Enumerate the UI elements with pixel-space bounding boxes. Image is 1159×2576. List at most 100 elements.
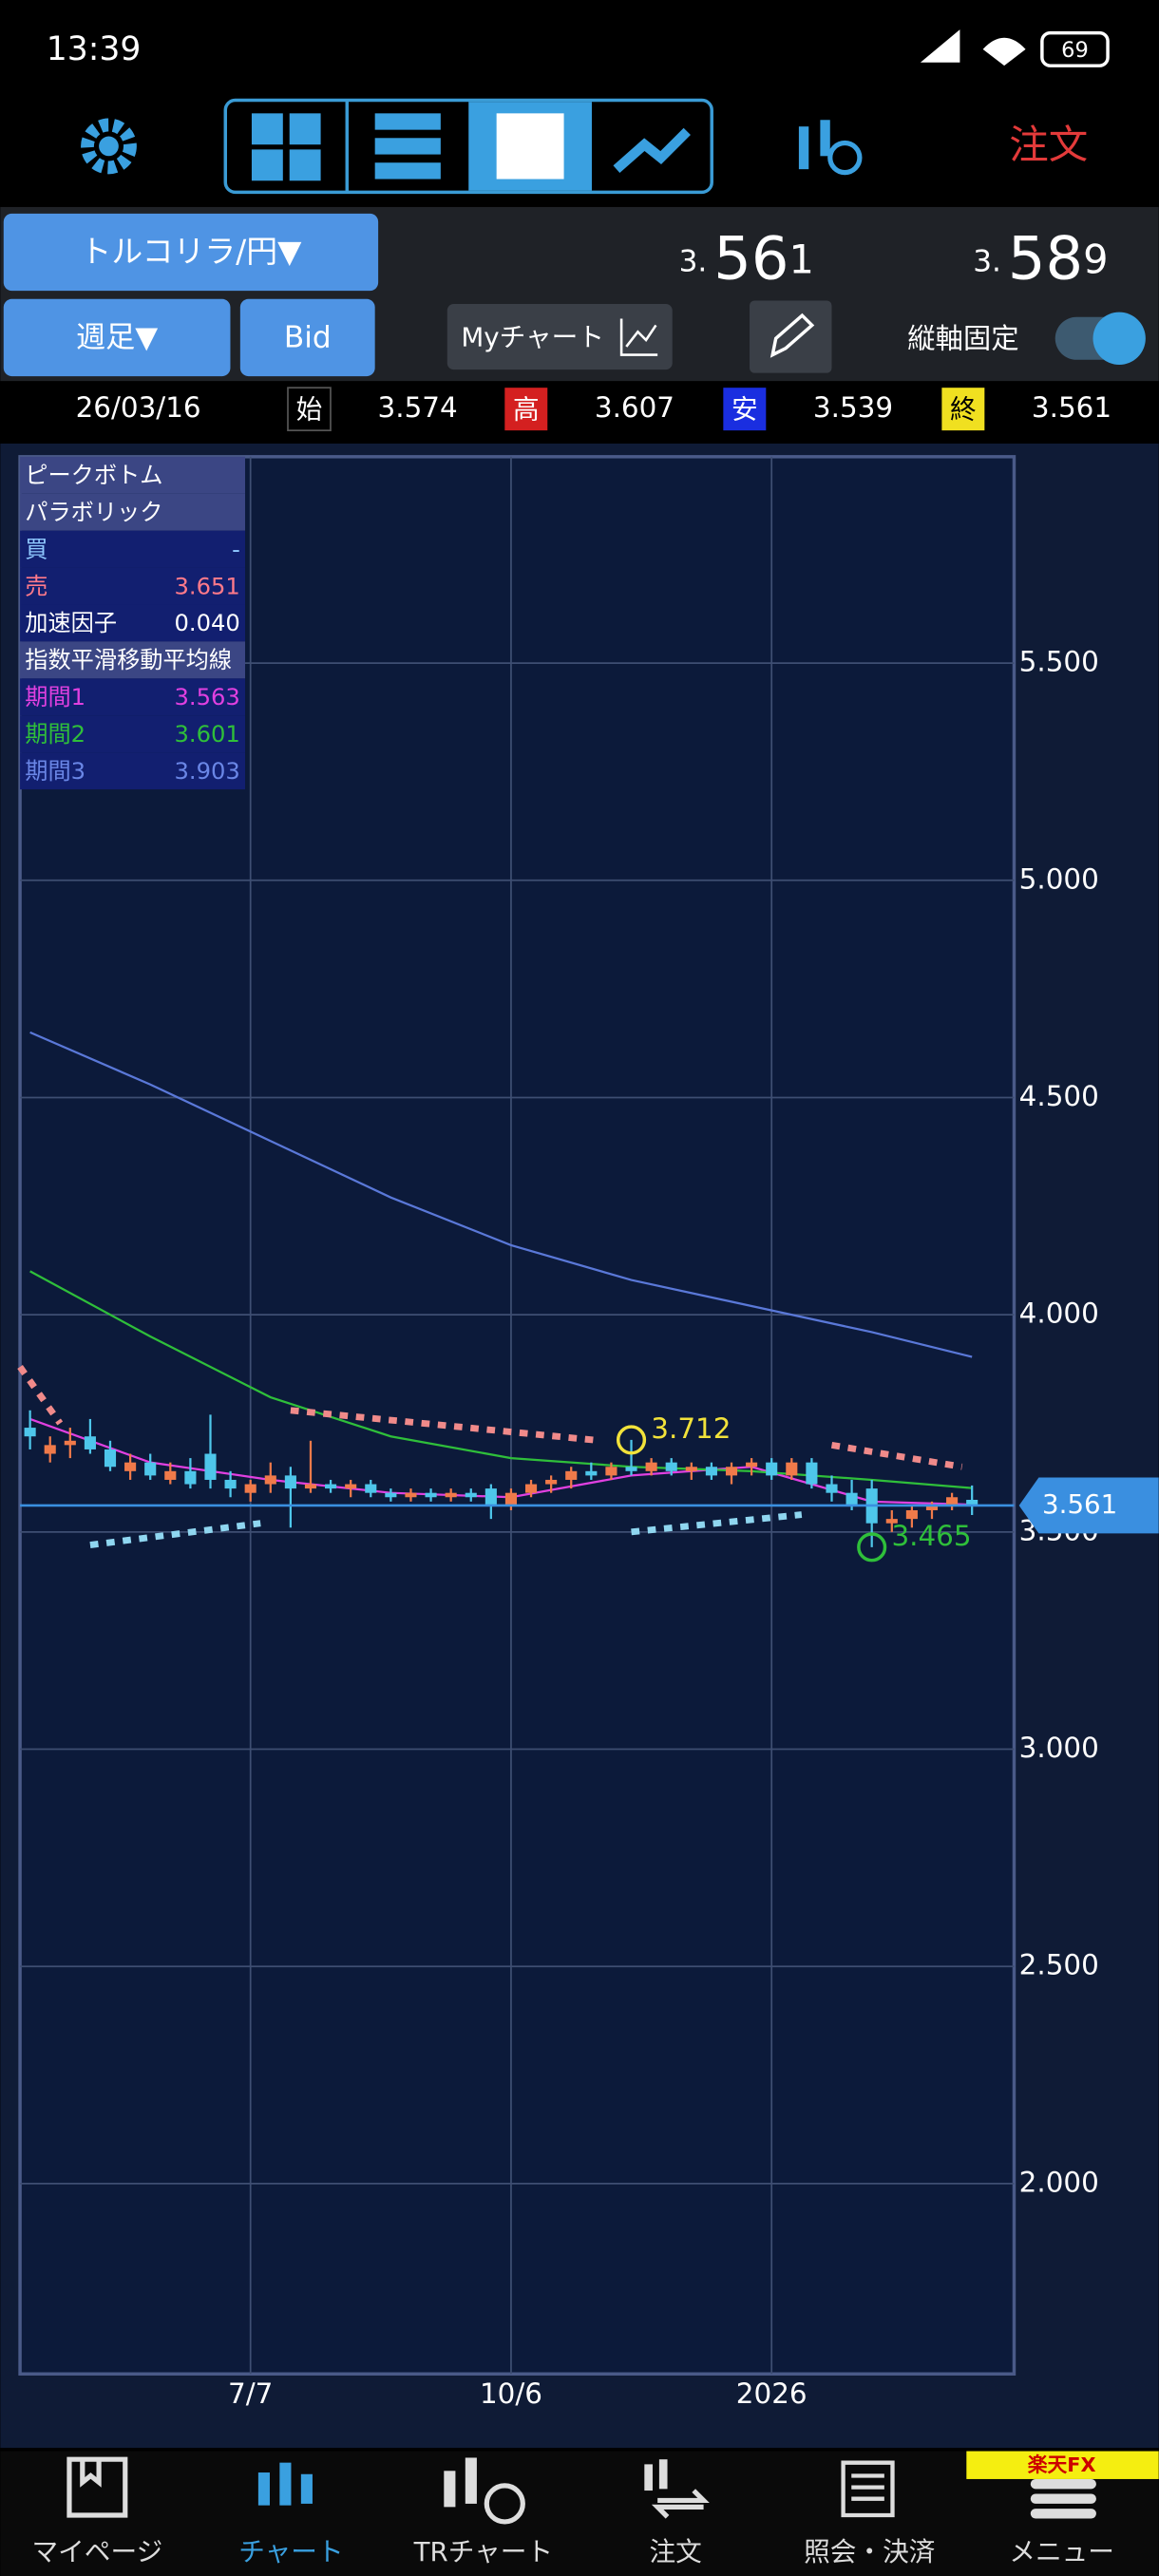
annotation-marker	[616, 1425, 647, 1455]
draw-icon	[770, 313, 815, 358]
candle-body	[405, 1492, 417, 1498]
brand-badge: 楽天FX	[1028, 2453, 1096, 2476]
add-chart-button[interactable]	[798, 120, 863, 176]
panel-value: 0.040	[175, 610, 240, 636]
ema-line	[29, 1031, 973, 1358]
battery-icon	[1040, 30, 1110, 67]
view-list[interactable]	[374, 113, 441, 180]
candle-body	[786, 1462, 798, 1476]
x-tick-label: 10/6	[480, 2377, 542, 2410]
candle-body	[645, 1462, 657, 1471]
sar-line	[830, 1441, 963, 1470]
candle-body	[304, 1484, 317, 1489]
panel-row	[20, 604, 246, 642]
candle-body	[284, 1475, 296, 1489]
candle-body	[685, 1467, 697, 1471]
candle-body	[826, 1484, 838, 1493]
candle-body	[144, 1462, 157, 1476]
badge-bg	[966, 2451, 1159, 2479]
nav-item[interactable]: マイページ	[31, 2536, 162, 2567]
tr-chart-icon	[444, 2457, 525, 2525]
close-value: 3.561	[1032, 391, 1112, 424]
nav-item[interactable]: TRチャート	[413, 2536, 553, 2567]
annotation-label: 3.465	[891, 1520, 971, 1552]
candle-body	[244, 1484, 256, 1493]
nav-item[interactable]: メニュー	[1009, 2536, 1114, 2567]
panel-label: 期間3	[25, 758, 86, 785]
candle-body	[345, 1484, 357, 1489]
candle-body	[124, 1462, 137, 1471]
candle-body	[605, 1467, 618, 1476]
candle-body	[385, 1492, 397, 1498]
candle-body	[585, 1470, 598, 1476]
panel-row	[20, 715, 246, 753]
candle-body	[565, 1470, 578, 1480]
low-badge	[723, 388, 767, 431]
my-chart: Myチャート	[461, 321, 604, 352]
candle-body	[484, 1488, 497, 1506]
candle-body	[164, 1470, 177, 1480]
panel-label: ピークボトム	[25, 463, 162, 489]
y-tick-label: 2.500	[1019, 1949, 1099, 1981]
view-trend[interactable]	[613, 127, 691, 174]
period-button[interactable]	[3, 298, 231, 377]
axis-lock-label: 縦軸固定	[907, 323, 1019, 355]
symbol-button[interactable]	[3, 213, 379, 292]
bid-price: 3. 561	[679, 224, 814, 294]
high-value: 3.607	[595, 391, 674, 424]
open-badge	[287, 387, 332, 432]
panel-row	[20, 530, 246, 568]
panel-row	[20, 493, 246, 531]
candle-body	[766, 1462, 778, 1476]
sar-line	[17, 1365, 64, 1426]
close-badge	[941, 388, 985, 431]
candle-body	[665, 1462, 677, 1471]
candle-body	[204, 1453, 217, 1480]
bottom-nav	[0, 2451, 1159, 2576]
candle-body	[24, 1428, 36, 1437]
candle-body	[104, 1449, 117, 1468]
my-chart-button[interactable]	[446, 303, 673, 370]
panel-value: 3.903	[175, 758, 240, 785]
settings-button[interactable]	[81, 118, 137, 175]
ask-price: 3. 589	[973, 224, 1108, 294]
candle-body	[445, 1492, 457, 1498]
order-icon	[644, 2459, 710, 2519]
sar-line	[631, 1511, 803, 1536]
candle-body	[966, 1500, 978, 1506]
candle-body	[625, 1467, 637, 1471]
nav-item[interactable]: 照会・決済	[804, 2536, 935, 2567]
bid-main: 56	[713, 224, 788, 294]
low-value: 3.539	[813, 391, 893, 424]
x-tick-label: 2026	[736, 2377, 808, 2410]
y-tick-label: 4.000	[1019, 1297, 1099, 1330]
order-button[interactable]: 注文	[1009, 122, 1088, 168]
view-grid[interactable]	[251, 113, 321, 181]
battery-level: 69	[1061, 38, 1089, 63]
panel-value: 3.651	[175, 573, 240, 599]
open-label: 始	[296, 393, 323, 425]
candle-body	[545, 1479, 558, 1485]
ask-last: 9	[1083, 237, 1108, 283]
draw-button[interactable]	[750, 300, 832, 373]
candle-body	[885, 1519, 898, 1524]
panel-label: 加速因子	[25, 610, 117, 636]
candle-body	[925, 1506, 939, 1510]
sar-line	[89, 1520, 261, 1549]
last-price-tag	[1018, 1477, 1159, 1534]
settings-icon	[99, 136, 119, 157]
side-button[interactable]	[239, 298, 375, 377]
candle-body	[84, 1436, 96, 1449]
nav-item[interactable]: 注文	[650, 2536, 702, 2567]
panel-row	[20, 678, 246, 716]
y-tick-label: 2.000	[1019, 2166, 1099, 2198]
period: 週足▼	[76, 320, 158, 354]
y-tick-label: 5.500	[1019, 646, 1099, 678]
toggle-knob	[1092, 312, 1146, 365]
panel-label: パラボリック	[25, 499, 162, 525]
nav-item[interactable]: チャート	[238, 2536, 343, 2567]
menu-icon	[1030, 2478, 1096, 2519]
